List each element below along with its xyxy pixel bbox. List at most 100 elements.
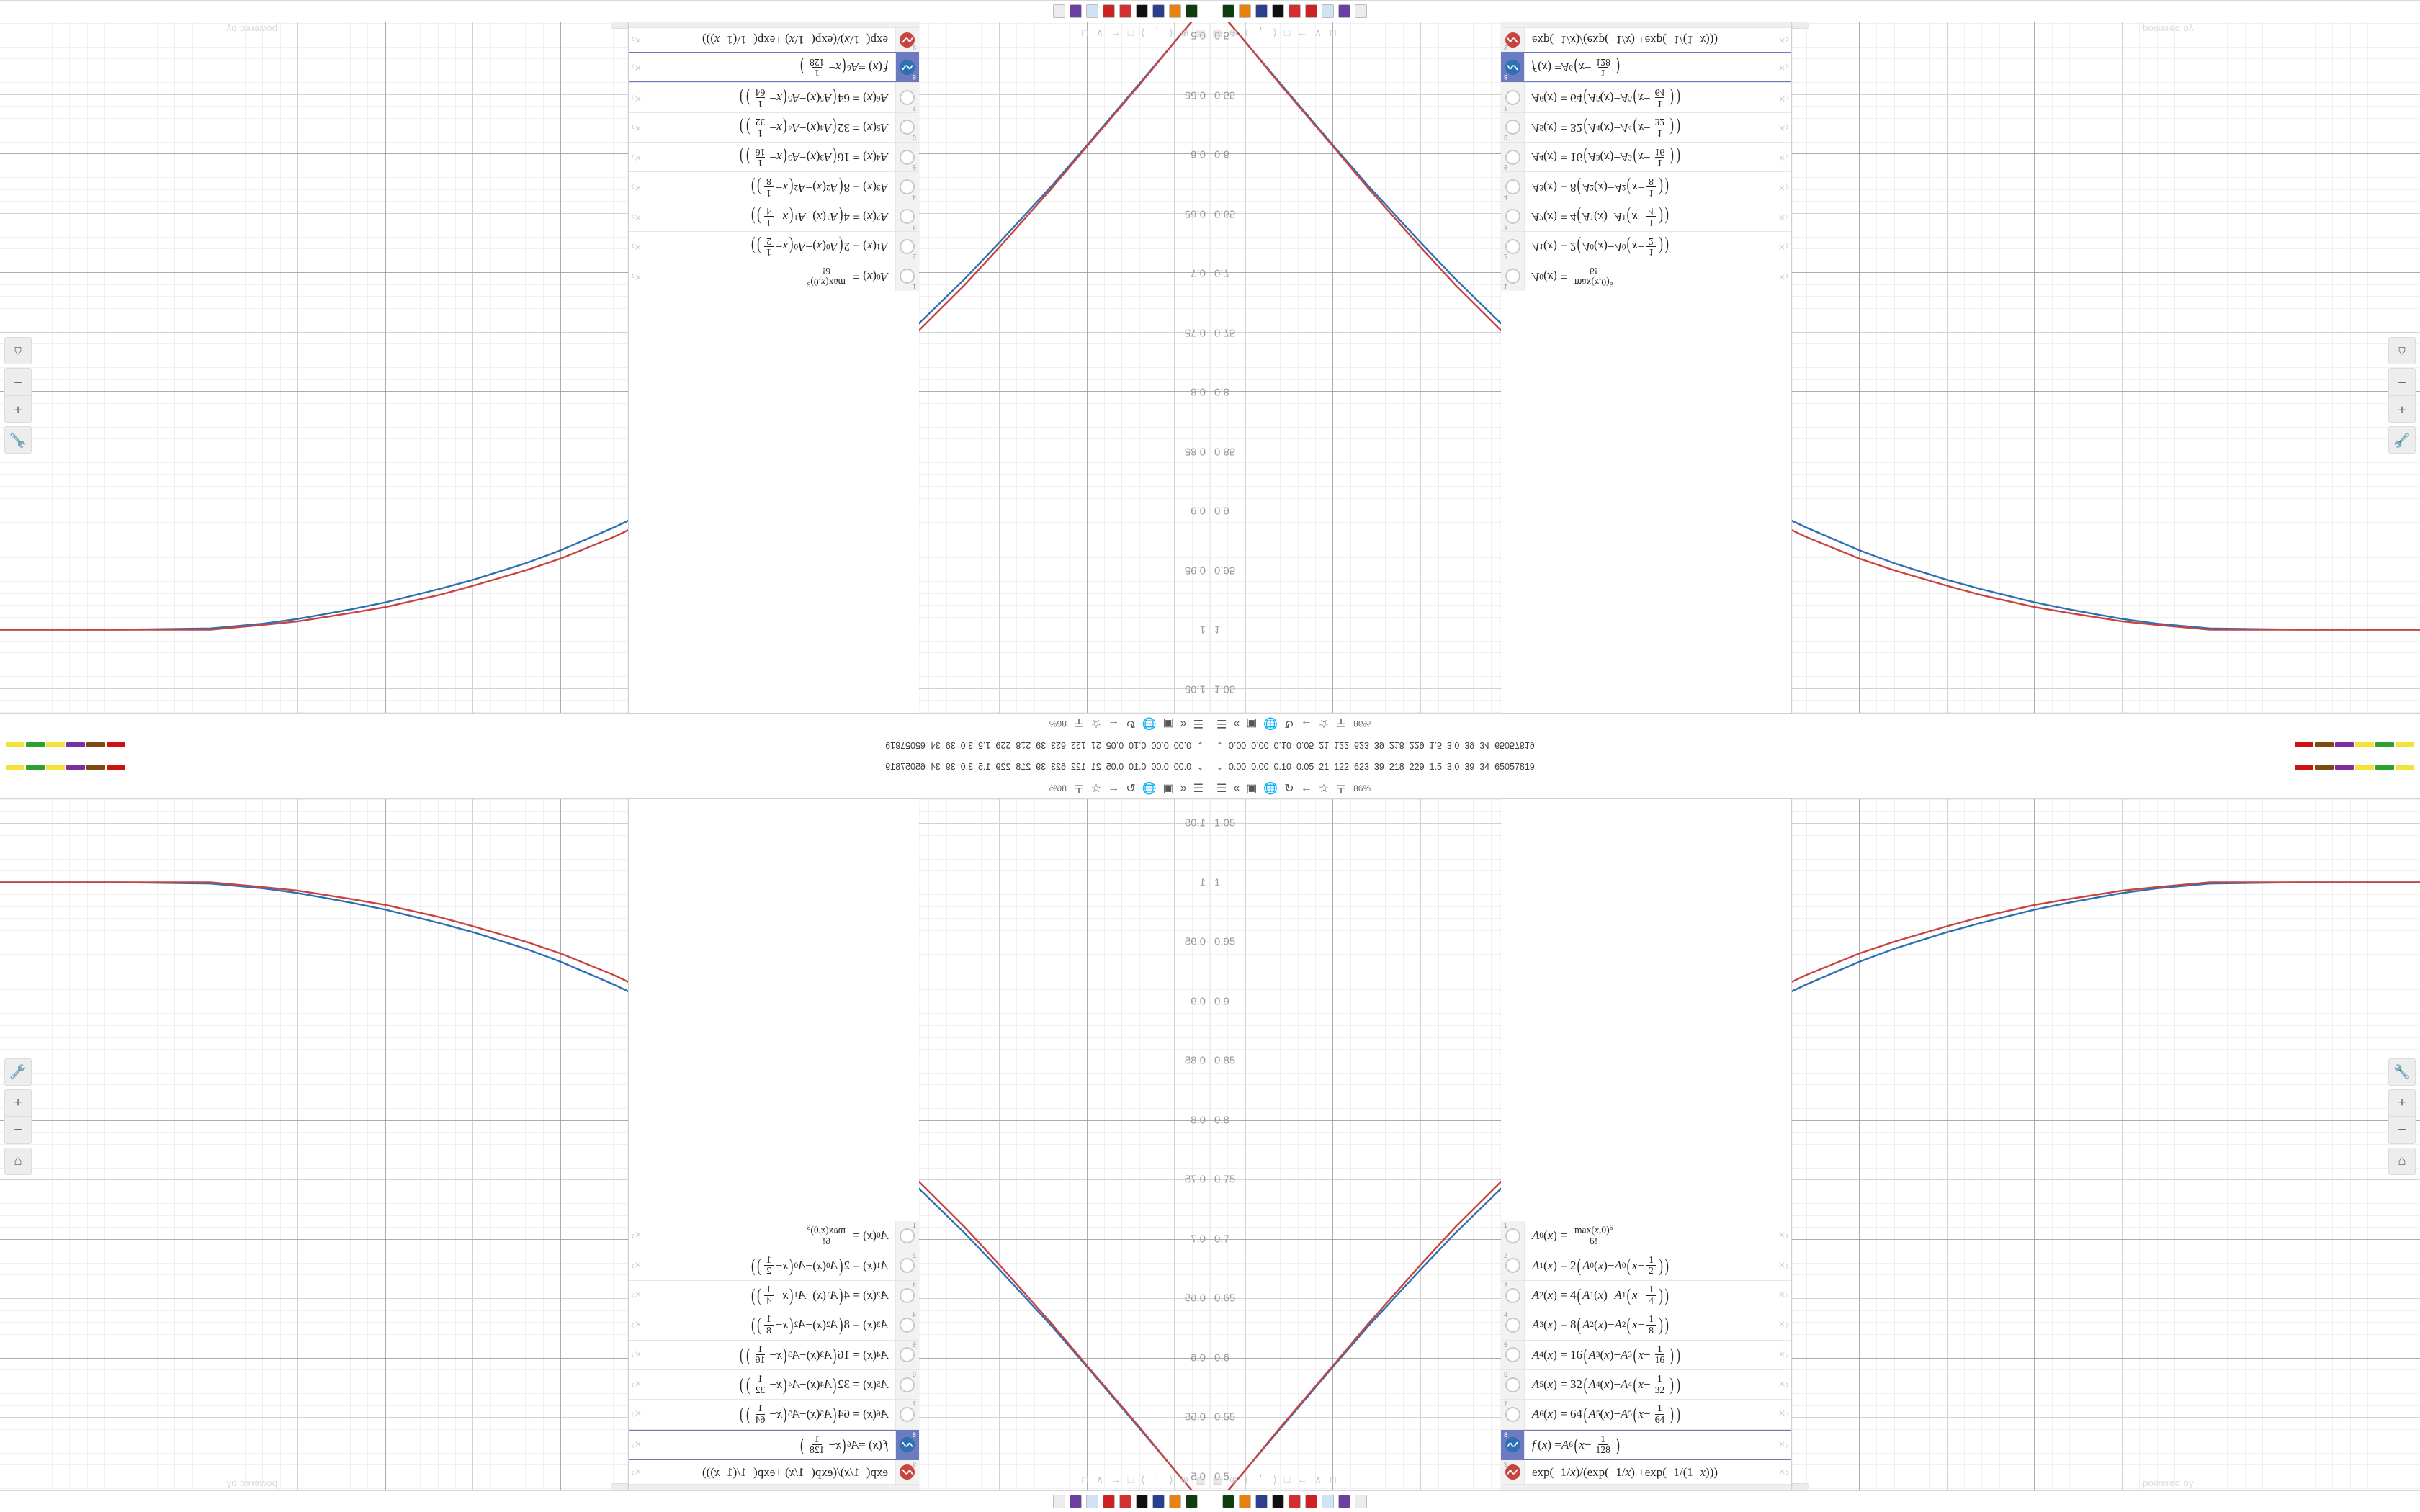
palette-icon[interactable] — [1053, 4, 1065, 18]
expression-row[interactable]: 3 A 2(x) = 4(A 1(x)− A 1(x − 1 4)) › × — [629, 201, 919, 232]
expression-visibility-toggle[interactable] — [1505, 1317, 1520, 1333]
expression-math[interactable]: A 1(x) = 2(A 0(x)− A 0(x − 1 2)) — [1532, 235, 1670, 258]
expression-bubble[interactable]: 2 — [1501, 232, 1525, 261]
expression-row[interactable]: 2 A 1(x) = 2(A 0(x)− A 0(x − 1 2)) › × — [629, 231, 919, 261]
expression-math[interactable]: f (x) = A 6(x − 1 128) — [1532, 56, 1620, 79]
graph-canvas[interactable]: 0.450.50.550.60.650.70.750.80.850.90.951… — [1210, 799, 2420, 1512]
chevron-right-icon[interactable]: › — [631, 150, 635, 163]
expression-math[interactable]: A 5(x) = 32(A 4(x)− A 4(x − 1 32)) — [1532, 117, 1680, 140]
extension-icon[interactable]: ▣ — [1162, 717, 1174, 729]
expression-bubble[interactable]: 1 — [895, 261, 919, 292]
terminal-icon[interactable] — [1186, 4, 1198, 18]
expression-math[interactable]: A 0(x) = max(x,0)6 6! — [647, 261, 895, 291]
chevron-right-icon[interactable]: › — [1785, 270, 1789, 283]
expression-panel[interactable]: 1 A 0(x) = max(x,0)6 6! › × 2 A 1(x) = 2(A 0(x)− A… — [628, 799, 919, 1512]
globe-icon[interactable]: 🌐 — [1142, 783, 1157, 795]
expression-math[interactable]: A 6(x) = 64(A 5(x)− A 5(x − 1 64)) — [740, 87, 888, 109]
graph-tool-buttons[interactable]: 🔧 + − ⌂ — [4, 1058, 32, 1175]
expression-bubble[interactable]: 5 — [895, 143, 919, 172]
reload-icon[interactable]: ↻ — [1284, 783, 1294, 795]
home-icon[interactable]: ⌂ — [4, 337, 32, 364]
expression-visibility-toggle[interactable] — [1505, 1377, 1520, 1392]
expression-bubble[interactable]: 5 — [1501, 1340, 1525, 1369]
expression-math[interactable]: A 5(x) = 32(A 4(x)− A 4(x − 1 32)) — [740, 1372, 888, 1395]
expression-bubble[interactable]: 2 — [895, 1251, 919, 1280]
expression-math[interactable]: A 2(x) = 4(A 1(x)− A 1(x − 1 4)) — [1532, 206, 1670, 229]
chevron-double-down-icon[interactable]: ⌄ — [1196, 761, 1204, 772]
firefox-icon[interactable] — [1169, 4, 1181, 18]
extension-icon[interactable]: ▣ — [1246, 717, 1258, 729]
expression-row[interactable]: 1 A 0(x) = max(x,0)6 6! › × — [629, 1220, 919, 1251]
expression-math[interactable]: f (x) = A 6(x − 1 128) — [800, 1433, 888, 1456]
expression-row[interactable]: 2 A 1(x) = 2(A 0(x)− A 0(x − 1 2)) › × — [629, 1251, 919, 1281]
translate-icon[interactable]: 〒 — [1072, 784, 1085, 796]
expression-bubble[interactable]: 6 — [895, 112, 919, 143]
chevron-right-icon[interactable]: › — [1785, 121, 1789, 134]
expression-math[interactable]: A 3(x) = 8(A 2(x)− A 2(x − 1 8)) — [1532, 176, 1670, 199]
graph-tool-buttons[interactable]: 🔧 + − ⌂ — [2388, 1058, 2416, 1175]
expression-bubble[interactable]: 4 — [1501, 1310, 1525, 1340]
gimp-icon[interactable] — [1338, 4, 1350, 18]
expression-bubble[interactable]: 2 — [895, 232, 919, 261]
wrench-icon[interactable]: 🔧 — [4, 426, 32, 454]
chevron-right-icon[interactable]: › — [1785, 1229, 1789, 1242]
chevron-double-left-icon[interactable]: « — [1233, 718, 1240, 730]
expression-math[interactable]: A 4(x) = 16(A 3(x)− A 3(x − 1 16)) — [1532, 1343, 1680, 1366]
chevron-right-icon[interactable]: › — [1785, 150, 1789, 163]
browser-toolbar[interactable]: ☰ « ▣ 🌐 ↻ ← ☆ 〒 86% — [1210, 713, 2420, 734]
expression-panel[interactable]: 1 A 0(x) = max(x,0)6 6! › × 2 A 1(x) = 2(A 0(x)− A… — [1501, 0, 1792, 713]
expression-row[interactable]: 6 A 5(x) = 32(A 4(x)− A 4(x − 1 32)) › × — [1501, 1369, 1791, 1400]
expression-row[interactable]: 4 A 3(x) = 8(A 2(x)− A 2(x − 1 8)) › × — [629, 1310, 919, 1341]
expression-visibility-toggle[interactable] — [900, 90, 915, 106]
chevron-right-icon[interactable]: › — [631, 1378, 635, 1391]
expression-math[interactable]: A 2(x) = 4(A 1(x)− A 1(x − 1 4)) — [750, 206, 888, 229]
expression-visibility-toggle[interactable] — [900, 1347, 915, 1363]
chevron-right-icon[interactable]: › — [1785, 60, 1789, 73]
expression-list[interactable]: 1 A 0(x) = max(x,0)6 6! › × 2 A 1(x) = 2(A 0(x)− A… — [629, 799, 919, 1485]
chevron-double-left-icon[interactable]: « — [1180, 782, 1187, 794]
floppy-icon[interactable] — [1255, 4, 1268, 18]
expression-bubble[interactable]: 8 — [895, 1430, 919, 1459]
bookmark-bar[interactable]: ⌄ 0.00 0.00 0.10 0.05 21 122 623 39 218 … — [1210, 734, 2420, 756]
wrench-icon[interactable]: 🔧 — [2388, 1058, 2416, 1086]
chevron-right-icon[interactable]: › — [1785, 210, 1789, 223]
terminal-icon[interactable] — [1186, 1495, 1198, 1508]
expression-math[interactable]: A 4(x) = 16(A 3(x)− A 3(x − 1 16)) — [740, 1343, 888, 1366]
expression-row[interactable]: 5 A 4(x) = 16(A 3(x)− A 3(x − 1 16)) › × — [1501, 142, 1791, 172]
expression-visibility-toggle[interactable] — [900, 1228, 915, 1243]
graph-tool-buttons[interactable]: 🔧 + − ⌂ — [2388, 337, 2416, 454]
expression-visibility-toggle[interactable] — [1505, 238, 1520, 254]
home-icon[interactable]: ⌂ — [2388, 1148, 2416, 1175]
expression-math[interactable]: f (x) = A 6(x − 1 128) — [800, 56, 888, 79]
expression-bubble[interactable]: 3 — [895, 202, 919, 232]
zoom-in-icon[interactable]: + — [2388, 1089, 2416, 1117]
expression-visibility-toggle[interactable] — [900, 179, 915, 195]
expression-bubble[interactable]: 7 — [1501, 83, 1525, 112]
expression-math[interactable]: A 6(x) = 64(A 5(x)− A 5(x − 1 64)) — [740, 1403, 888, 1425]
expression-bubble[interactable]: 7 — [895, 1400, 919, 1429]
graph-canvas[interactable]: 0.450.50.550.60.650.70.750.80.850.90.951… — [0, 0, 1210, 713]
chevron-right-icon[interactable]: › — [1785, 1318, 1789, 1331]
expression-row[interactable]: 4 A 3(x) = 8(A 2(x)− A 2(x − 1 8)) › × — [1501, 171, 1791, 202]
terminal-icon[interactable] — [1222, 1495, 1234, 1508]
expression-bubble[interactable]: 2 — [1501, 1251, 1525, 1280]
text-editor-icon[interactable] — [1086, 4, 1098, 18]
expression-panel[interactable]: 1 A 0(x) = max(x,0)6 6! › × 2 A 1(x) = 2(A 0(x)− A… — [1501, 799, 1792, 1512]
chevron-right-icon[interactable]: › — [631, 1408, 635, 1421]
chevron-right-icon[interactable]: › — [631, 1259, 635, 1272]
expression-row[interactable]: 2 A 1(x) = 2(A 0(x)− A 0(x − 1 2)) › × — [1501, 1251, 1791, 1281]
expression-row[interactable]: 6 A 5(x) = 32(A 4(x)− A 4(x − 1 32)) › × — [629, 112, 919, 143]
expression-row[interactable]: 4 A 3(x) = 8(A 2(x)− A 2(x − 1 8)) › × — [1501, 1310, 1791, 1341]
expression-math[interactable]: A 6(x) = 64(A 5(x)− A 5(x − 1 64)) — [1532, 1403, 1680, 1425]
chevron-right-icon[interactable]: › — [631, 270, 635, 283]
home-icon[interactable]: ⌂ — [4, 1148, 32, 1175]
chevron-right-icon[interactable]: › — [1785, 181, 1789, 194]
chevron-double-down-icon[interactable]: ⌄ — [1196, 740, 1204, 751]
bookmark-bar[interactable]: ⌄ 0.00 0.00 0.10 0.05 21 122 623 39 218 … — [0, 734, 1210, 756]
expression-visibility-toggle[interactable] — [1505, 1258, 1520, 1274]
expression-visibility-toggle[interactable] — [1505, 120, 1520, 135]
expression-row[interactable]: 4 A 3(x) = 8(A 2(x)− A 2(x − 1 8)) › × — [629, 171, 919, 202]
expression-bubble[interactable]: 7 — [1501, 1400, 1525, 1429]
